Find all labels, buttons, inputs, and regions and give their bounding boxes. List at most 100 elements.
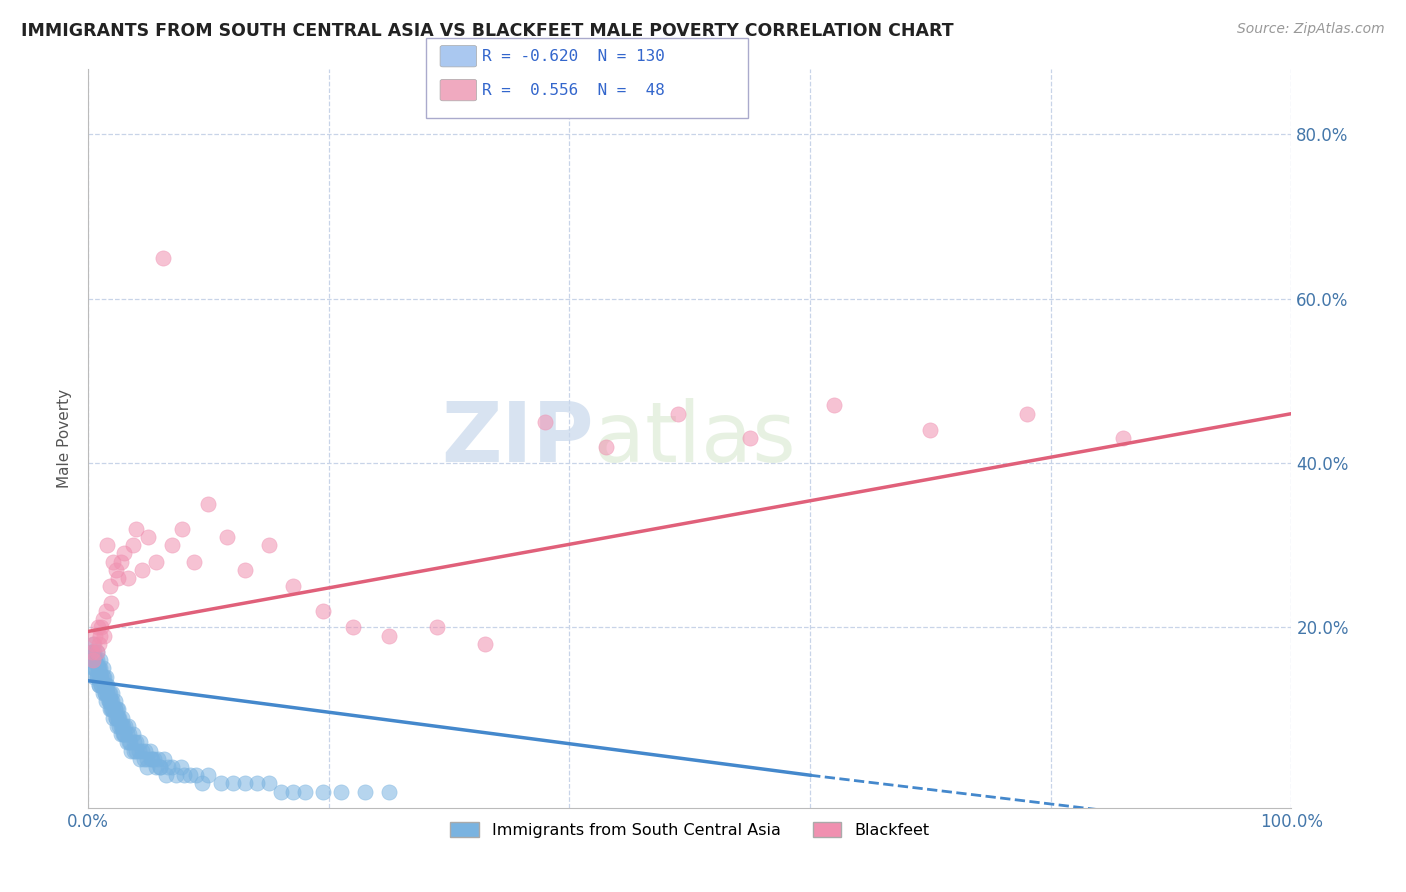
Text: R = -0.620  N = 130: R = -0.620 N = 130 [482, 49, 665, 63]
Point [183, 555, 205, 569]
Point [170, 522, 193, 536]
Point [354, 785, 377, 799]
Point [82, 637, 104, 651]
Point [83, 661, 105, 675]
Point [89, 661, 111, 675]
Point [98, 702, 121, 716]
Point [79, 653, 101, 667]
Point [97, 694, 120, 708]
Point [186, 768, 208, 782]
Point [107, 711, 129, 725]
Point [1112, 431, 1135, 445]
Point [91, 686, 114, 700]
Point [87, 661, 110, 675]
Point [920, 423, 942, 437]
Point [179, 768, 201, 782]
Point [96, 678, 118, 692]
Point [86, 653, 108, 667]
Point [87, 637, 110, 651]
Point [155, 768, 177, 782]
Point [131, 743, 153, 757]
Point [131, 563, 153, 577]
Point [108, 711, 131, 725]
Point [103, 711, 125, 725]
Point [93, 670, 115, 684]
Y-axis label: Male Poverty: Male Poverty [58, 389, 72, 488]
Point [91, 612, 114, 626]
Point [104, 702, 127, 716]
Point [329, 785, 352, 799]
Point [100, 596, 122, 610]
Point [257, 538, 280, 552]
Point [141, 752, 163, 766]
Point [84, 653, 107, 667]
Point [132, 752, 155, 766]
Point [233, 776, 256, 790]
Point [112, 727, 135, 741]
Point [83, 645, 105, 659]
Point [105, 702, 128, 716]
Point [84, 653, 107, 667]
Point [98, 686, 121, 700]
Point [134, 743, 156, 757]
Point [191, 776, 214, 790]
Point [121, 743, 143, 757]
Point [87, 620, 110, 634]
Point [104, 563, 127, 577]
Text: IMMIGRANTS FROM SOUTH CENTRAL ASIA VS BLACKFEET MALE POVERTY CORRELATION CHART: IMMIGRANTS FROM SOUTH CENTRAL ASIA VS BL… [21, 22, 953, 40]
Point [87, 678, 110, 692]
Point [107, 711, 129, 725]
Point [146, 752, 169, 766]
Point [145, 760, 167, 774]
Point [221, 776, 243, 790]
Point [118, 735, 141, 749]
Point [115, 727, 138, 741]
Point [281, 785, 304, 799]
Point [97, 686, 120, 700]
Point [738, 431, 761, 445]
Point [122, 743, 145, 757]
Point [80, 645, 103, 659]
Point [112, 546, 135, 560]
Point [104, 711, 127, 725]
Point [595, 440, 617, 454]
Point [110, 555, 132, 569]
Point [93, 628, 115, 642]
Point [112, 727, 135, 741]
Point [136, 530, 159, 544]
Point [173, 768, 195, 782]
Point [136, 760, 159, 774]
Text: ZIP: ZIP [441, 398, 593, 479]
Point [114, 719, 136, 733]
Point [100, 702, 122, 716]
Point [378, 628, 401, 642]
Point [138, 743, 160, 757]
Point [108, 719, 131, 733]
Point [139, 752, 162, 766]
Point [89, 653, 111, 667]
Point [152, 251, 174, 265]
Point [111, 711, 134, 725]
Point [104, 711, 127, 725]
Point [534, 415, 557, 429]
Point [107, 571, 129, 585]
Text: atlas: atlas [593, 398, 796, 479]
Point [90, 678, 112, 692]
Point [136, 752, 159, 766]
Point [125, 735, 148, 749]
Point [257, 776, 280, 790]
Point [666, 407, 689, 421]
Point [98, 694, 121, 708]
Point [84, 661, 107, 675]
Point [82, 661, 104, 675]
Point [823, 399, 845, 413]
Point [101, 694, 124, 708]
Point [378, 785, 401, 799]
Point [294, 785, 316, 799]
Point [125, 743, 148, 757]
Point [128, 752, 150, 766]
Point [246, 776, 269, 790]
Point [87, 678, 110, 692]
Point [312, 604, 335, 618]
Point [117, 719, 139, 733]
